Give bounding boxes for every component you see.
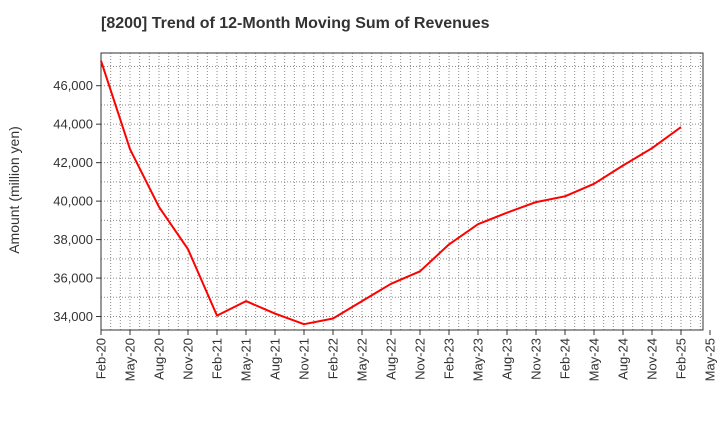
y-tick-label: 34,000 — [53, 309, 93, 324]
x-tick-label: Aug-21 — [268, 338, 283, 380]
x-tick-label: May-23 — [471, 338, 486, 381]
x-axis-ticks: Feb-20 May-20 Aug-20 Nov-20 Feb-21 May-21 Aug-… — [94, 330, 718, 381]
series-line-group — [100, 60, 682, 326]
x-tick-label: Feb-22 — [326, 338, 341, 379]
x-tick-label: May-25 — [703, 338, 718, 381]
x-tick-label: Feb-20 — [94, 338, 109, 379]
x-tick-label: Feb-24 — [558, 338, 573, 379]
x-tick-label: Aug-24 — [616, 338, 631, 380]
x-tick-label: May-20 — [123, 338, 138, 381]
chart-title: [8200] Trend of 12-Month Moving Sum of R… — [101, 15, 490, 32]
x-tick-label: Aug-22 — [384, 338, 399, 380]
x-tick-label: Nov-21 — [297, 338, 312, 380]
x-tick-label: Nov-22 — [413, 338, 428, 380]
x-tick-label: Feb-21 — [210, 338, 225, 379]
y-tick-label: 36,000 — [53, 271, 93, 286]
x-tick-label: May-22 — [355, 338, 370, 381]
x-tick-label: Feb-25 — [674, 338, 689, 379]
y-tick-label: 42,000 — [53, 155, 93, 170]
y-tick-label: 38,000 — [53, 232, 93, 247]
y-axis-label: Amount (million yen) — [6, 126, 22, 254]
plot-area — [100, 52, 704, 331]
y-tick-label: 46,000 — [53, 78, 93, 93]
y-tick-label: 44,000 — [53, 117, 93, 132]
x-tick-label: Feb-23 — [442, 338, 457, 379]
x-tick-label: Nov-24 — [645, 338, 660, 380]
x-tick-label: May-21 — [239, 338, 254, 381]
x-tick-label: Aug-20 — [152, 338, 167, 380]
series-line — [100, 60, 682, 326]
y-axis-ticks: 34,000 36,000 38,000 40,000 42,000 44,000 46,0… — [53, 78, 101, 324]
x-tick-label: Aug-23 — [500, 338, 515, 380]
x-tick-label: Nov-23 — [529, 338, 544, 380]
x-tick-label: Nov-20 — [181, 338, 196, 380]
x-tick-label: May-24 — [587, 338, 602, 381]
y-tick-label: 40,000 — [53, 194, 93, 209]
grid — [101, 53, 703, 330]
